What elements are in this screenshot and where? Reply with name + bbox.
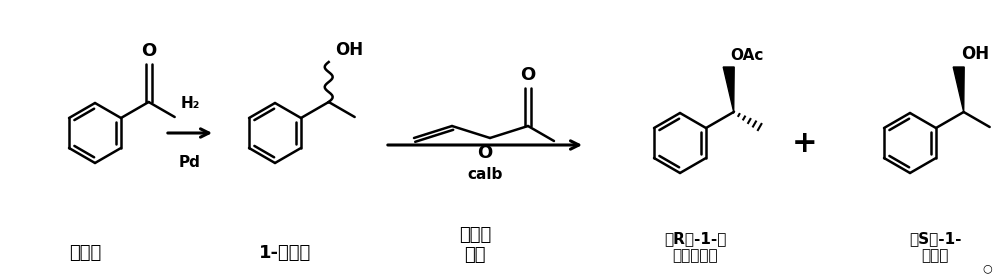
Text: 乙酸乙
烯酯: 乙酸乙 烯酯 bbox=[459, 226, 491, 264]
Polygon shape bbox=[723, 67, 734, 112]
Text: O: O bbox=[520, 66, 536, 84]
Text: OH: OH bbox=[335, 41, 363, 59]
Text: ○: ○ bbox=[982, 263, 992, 273]
Text: Pd: Pd bbox=[179, 155, 201, 170]
Text: H₂: H₂ bbox=[180, 96, 200, 111]
Text: （R）-1-苯
乙醇乙酸酯: （R）-1-苯 乙醇乙酸酯 bbox=[664, 231, 726, 263]
Text: calb: calb bbox=[467, 167, 503, 182]
Text: （S）-1-
苯乙醇: （S）-1- 苯乙醇 bbox=[909, 231, 961, 263]
Text: +: + bbox=[792, 128, 818, 158]
Polygon shape bbox=[953, 67, 964, 112]
Text: O: O bbox=[477, 144, 493, 162]
Text: O: O bbox=[141, 42, 156, 60]
Text: OAc: OAc bbox=[731, 48, 764, 63]
Text: 苯乙酮: 苯乙酮 bbox=[69, 244, 101, 262]
Text: OH: OH bbox=[961, 45, 989, 63]
Text: 1-苯乙醇: 1-苯乙醇 bbox=[259, 244, 311, 262]
